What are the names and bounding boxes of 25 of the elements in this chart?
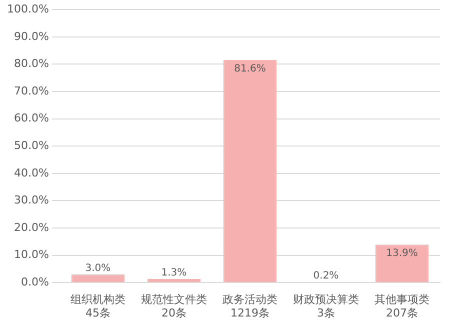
x-tick-label: 组织机构类 45条	[70, 293, 126, 320]
y-tick-label: 40.0%	[14, 166, 49, 180]
x-tick-label: 财政预决算类 3条	[292, 293, 359, 320]
x-tick-label: 政务活动类 1219条	[222, 293, 278, 320]
y-tick-label: 10.0%	[14, 248, 49, 262]
bar	[223, 60, 277, 282]
y-tick-label: 50.0%	[14, 138, 49, 152]
y-tick-label: 30.0%	[14, 194, 49, 207]
y-tick-label: 0.0%	[20, 275, 49, 288]
y-tick-label: 60.0%	[14, 112, 49, 125]
data-label: 0.2%	[313, 270, 339, 282]
y-tick-label: 90.0%	[14, 30, 49, 43]
data-label: 1.3%	[161, 268, 187, 279]
y-tick-label: 70.0%	[14, 84, 49, 98]
data-label: 81.6%	[234, 63, 266, 74]
y-tick-label: 100.0%	[6, 2, 49, 16]
data-label: 13.9%	[386, 248, 418, 260]
y-tick-label: 20.0%	[14, 220, 49, 234]
x-tick-label: 规范性文件类 20条	[140, 293, 207, 320]
bar	[375, 244, 429, 282]
bar	[147, 279, 201, 282]
bar	[71, 274, 125, 282]
data-label: 3.0%	[85, 263, 111, 274]
y-tick-label: 80.0%	[14, 57, 49, 70]
x-tick-label: 其他事项类 207条	[374, 293, 430, 320]
